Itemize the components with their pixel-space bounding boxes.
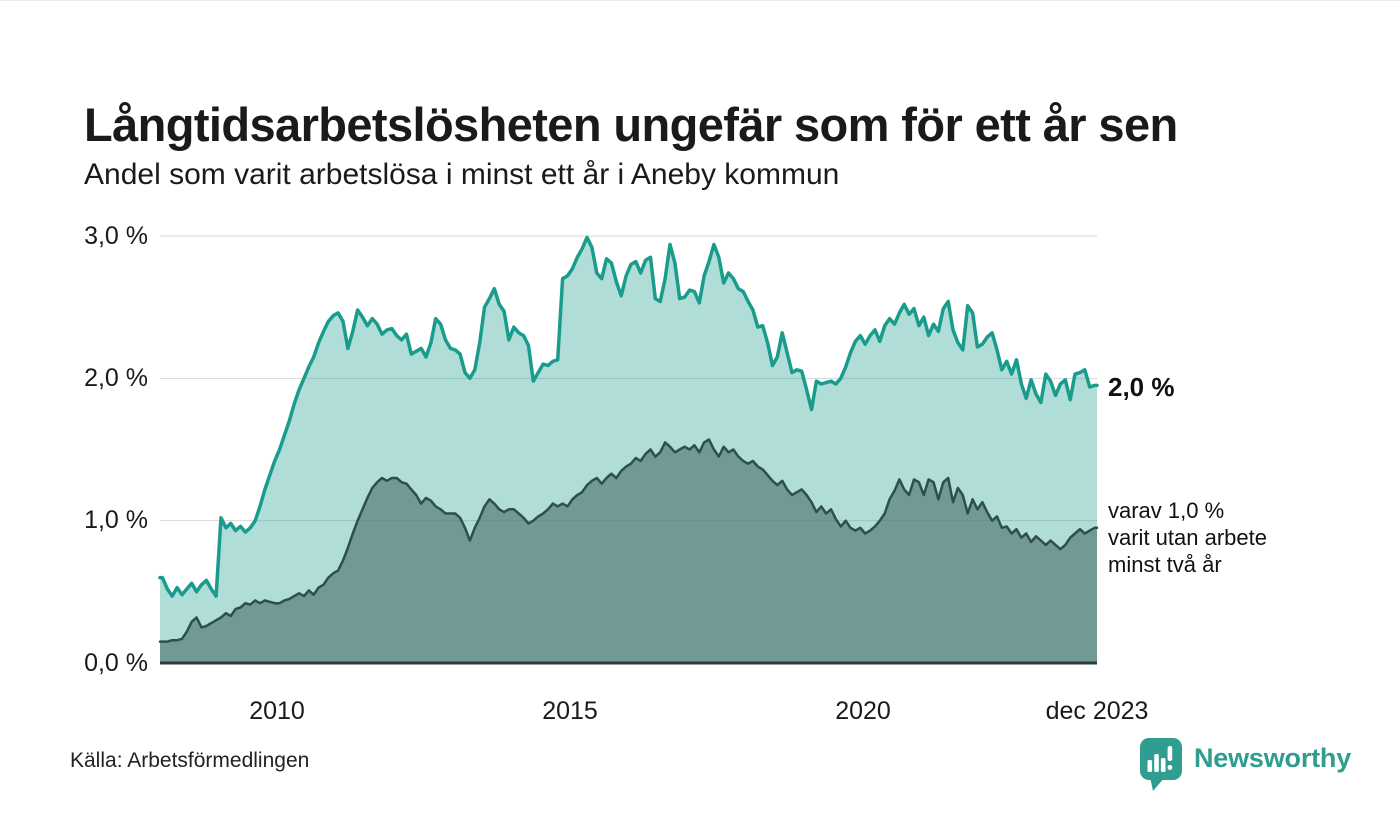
newsworthy-logo: Newsworthy <box>1139 737 1351 793</box>
y-tick-0: 0,0 % <box>84 649 148 677</box>
x-tick-2015: 2015 <box>542 697 598 725</box>
end-label-total: 2,0 % <box>1108 372 1175 402</box>
series-2-line <box>158 438 1099 643</box>
x-tick-2020: 2020 <box>835 697 891 725</box>
y-tick-1: 1,0 % <box>84 506 148 534</box>
y-tick-3: 3,0 % <box>84 222 148 250</box>
end-label-two-years-line1: varav 1,0 % <box>1108 498 1225 523</box>
y-tick-2: 2,0 % <box>84 364 148 392</box>
top-divider <box>0 0 1400 1</box>
chart-subtitle: Andel som varit arbetslösa i minst ett å… <box>84 158 840 191</box>
chart-title: Långtidsarbetslösheten ungefär som för e… <box>84 98 1178 152</box>
end-label-two-years: varav 1,0 % varit utan arbete minst två … <box>1108 497 1267 578</box>
newsworthy-wordmark: Newsworthy <box>1194 743 1352 773</box>
source-note: Källa: Arbetsförmedlingen <box>70 749 310 772</box>
newsworthy-logo-icon <box>1140 738 1182 791</box>
end-label-two-years-line2: varit utan arbete <box>1108 525 1267 550</box>
series-2-area <box>160 439 1097 663</box>
x-tick-dec-2023: dec 2023 <box>1045 697 1149 725</box>
x-tick-2010: 2010 <box>249 697 305 725</box>
series-1-line <box>158 235 1099 598</box>
end-label-two-years-line3: minst två år <box>1108 552 1222 577</box>
